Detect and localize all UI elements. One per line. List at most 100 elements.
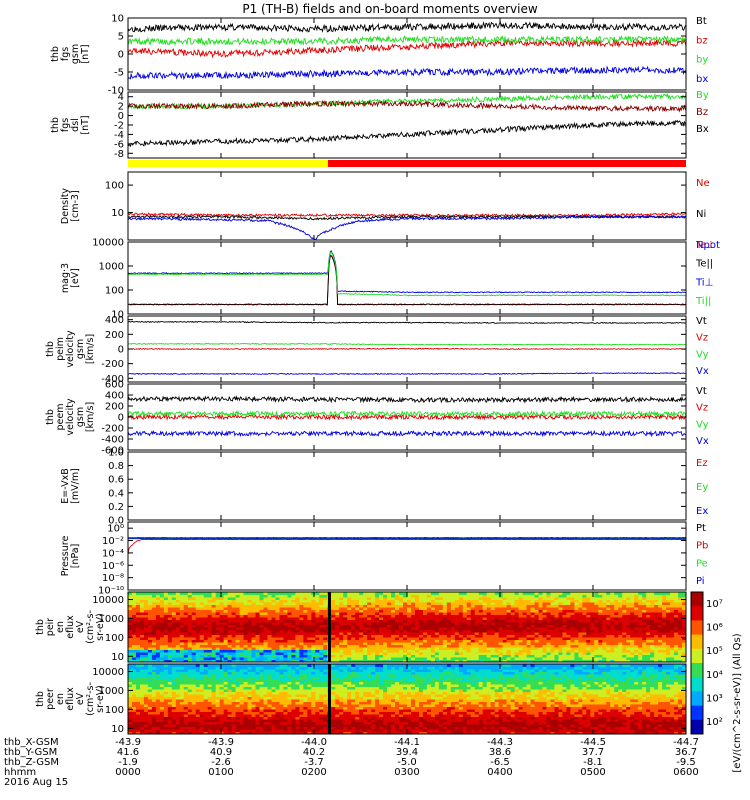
peir-cell (606, 602, 611, 605)
peir-cell (375, 599, 380, 603)
peir-cell (662, 617, 667, 620)
peir-cell (287, 642, 292, 645)
peir-cell (598, 619, 603, 623)
peir-cell (227, 639, 233, 643)
peir-cell (239, 644, 245, 648)
peer-cell (223, 714, 229, 717)
peer-cell (143, 706, 149, 710)
peir-cell (331, 604, 336, 608)
peir-cell (287, 634, 292, 638)
peir-cell (139, 647, 145, 650)
peer-cell (147, 699, 153, 702)
peir-cell (403, 647, 408, 650)
peir-cell (462, 629, 468, 633)
peir-cell (434, 642, 440, 645)
peir-cell (215, 634, 221, 638)
peir-cell (355, 624, 360, 628)
legend-Pt: Pt (696, 523, 706, 534)
peir-cell (586, 654, 591, 658)
peir-cell (319, 639, 324, 643)
peir-cell (614, 659, 619, 663)
peir-cell (450, 637, 456, 640)
peir-cell (666, 602, 671, 605)
peer-cell (139, 731, 145, 735)
peir-cell (466, 617, 472, 620)
peir-cell (630, 634, 635, 638)
peir-cell (534, 629, 540, 633)
peir-cell (658, 627, 663, 630)
peir-cell (490, 617, 496, 620)
peir-cell (335, 617, 340, 620)
peir-cell (422, 629, 428, 633)
peir-cell (658, 629, 663, 633)
peir-cell (546, 654, 551, 658)
peer-cell (195, 666, 201, 670)
peir-cell (399, 599, 404, 603)
peer-cell (211, 694, 217, 697)
peir-cell (291, 642, 296, 645)
peir-cell (554, 654, 559, 658)
peir-cell (526, 612, 532, 615)
peir-cell (219, 629, 225, 633)
peir-cell (506, 647, 512, 650)
peer-cell (223, 731, 229, 735)
peir-cell (367, 609, 372, 613)
peir-cell (243, 617, 249, 620)
peir-cell (155, 654, 161, 658)
peir-cell (159, 634, 165, 638)
peir-cell (343, 622, 348, 625)
peir-cell (247, 592, 253, 595)
ylabel-line: en (55, 621, 66, 633)
peer-cell (199, 671, 205, 675)
peir-cell (618, 657, 623, 660)
peir-cell (347, 609, 352, 613)
peir-cell (570, 639, 575, 643)
peir-cell (618, 594, 623, 598)
peir-cell (143, 642, 149, 645)
peir-cell (307, 632, 312, 635)
peer-cell (131, 689, 137, 692)
peir-cell (135, 659, 141, 663)
peir-cell (143, 619, 149, 623)
peir-cell (426, 642, 432, 645)
peir-cell (498, 652, 504, 655)
peir-cell (670, 659, 675, 663)
peir-cell (283, 632, 288, 635)
peir-cell (367, 659, 372, 663)
peer-cell (191, 676, 197, 680)
peir-cell (131, 609, 137, 613)
peir-cell (418, 607, 424, 610)
peir-cell (207, 614, 213, 618)
peer-cell (155, 684, 161, 687)
peir-cell (407, 629, 412, 633)
peir-cell (355, 659, 360, 663)
peir-cell (582, 619, 587, 623)
peir-cell (207, 624, 213, 628)
peir-cell (502, 639, 508, 643)
peir-cell (135, 644, 141, 648)
peir-cell (375, 639, 380, 643)
peir-cell (399, 617, 404, 620)
peir-cell (678, 644, 683, 648)
peir-cell (602, 647, 607, 650)
peir-cell (578, 609, 583, 613)
peir-cell (227, 647, 233, 650)
peir-cell (175, 642, 181, 645)
peer-cell (191, 711, 197, 715)
peir-cell (291, 602, 296, 605)
peir-cell (183, 657, 189, 660)
peir-cell (351, 622, 356, 625)
peir-cell (634, 592, 639, 595)
peir-cell (371, 654, 376, 658)
peir-cell (558, 659, 563, 663)
peir-cell (239, 604, 245, 608)
peir-cell (247, 614, 253, 618)
peer-cell (128, 686, 133, 690)
peir-cell (650, 629, 655, 633)
peir-cell (271, 609, 276, 613)
peer-cell (187, 719, 193, 722)
peir-cell (395, 602, 400, 605)
peir-cell (506, 627, 512, 630)
peir-cell (538, 644, 544, 648)
peir-cell (502, 657, 508, 660)
